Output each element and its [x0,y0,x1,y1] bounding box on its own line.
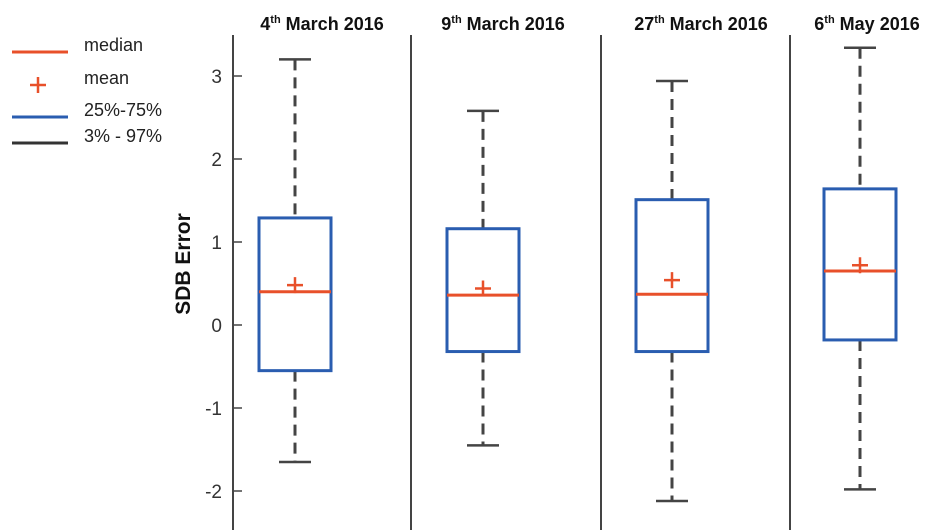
panel-title-month: March 2016 [462,14,565,34]
box-panels: 4th March 2016 9th March 2016 27th March 2… [257,14,920,530]
box-panel: 4th March 2016 [257,14,384,464]
y-tick-label: 2 [211,150,222,171]
legend-label: 25%-75% [84,100,162,120]
panel-title-suffix: th [824,14,835,26]
legend-label: mean [84,68,129,88]
panel-title-month: May 2016 [835,14,920,34]
legend: median mean 25%-75% 3% - 97% [12,35,162,146]
panel-title-day: 27 [634,14,654,34]
box-panel: 9th March 2016 [441,14,565,447]
mean-marker [475,280,491,297]
legend-entry: 25%-75% [12,100,162,120]
box-panel: 27th March 2016 [634,14,768,503]
panel-title-day: 4 [260,14,270,34]
iqr-box [257,216,333,373]
panel-title: 4th March 2016 [260,14,383,34]
mean-marker [852,257,868,274]
panel-title-suffix: th [654,14,665,26]
panel-title-day: 9 [441,14,451,34]
box-panel: 6th May 2016 [814,14,920,491]
legend-label: median [84,35,143,55]
panel-title-month: March 2016 [281,14,384,34]
y-axis-label: SDB Error [172,213,195,315]
y-tick-label: 3 [211,67,222,88]
panel-title-suffix: th [451,14,462,26]
panel-title: 9th March 2016 [441,14,564,34]
y-tick-label: 0 [211,316,222,337]
y-tick-label: -1 [205,399,222,420]
legend-entry: median [12,35,143,55]
panel-title-month: March 2016 [665,14,768,34]
mean-marker [287,277,303,294]
legend-entry: mean [30,68,129,93]
panel-title-suffix: th [270,14,281,26]
panel-title: 6th May 2016 [814,14,919,34]
y-axis: 3 2 1 0 -1 -2 [205,67,242,503]
mean-marker [664,272,680,289]
y-tick-label: -2 [205,482,222,503]
legend-plus-symbol [30,77,46,93]
panel-title: 27th March 2016 [634,14,767,34]
legend-label: 3% - 97% [84,126,162,146]
panel-title-day: 6 [814,14,824,34]
legend-entry: 3% - 97% [12,126,162,146]
y-tick-label: 1 [211,233,222,254]
